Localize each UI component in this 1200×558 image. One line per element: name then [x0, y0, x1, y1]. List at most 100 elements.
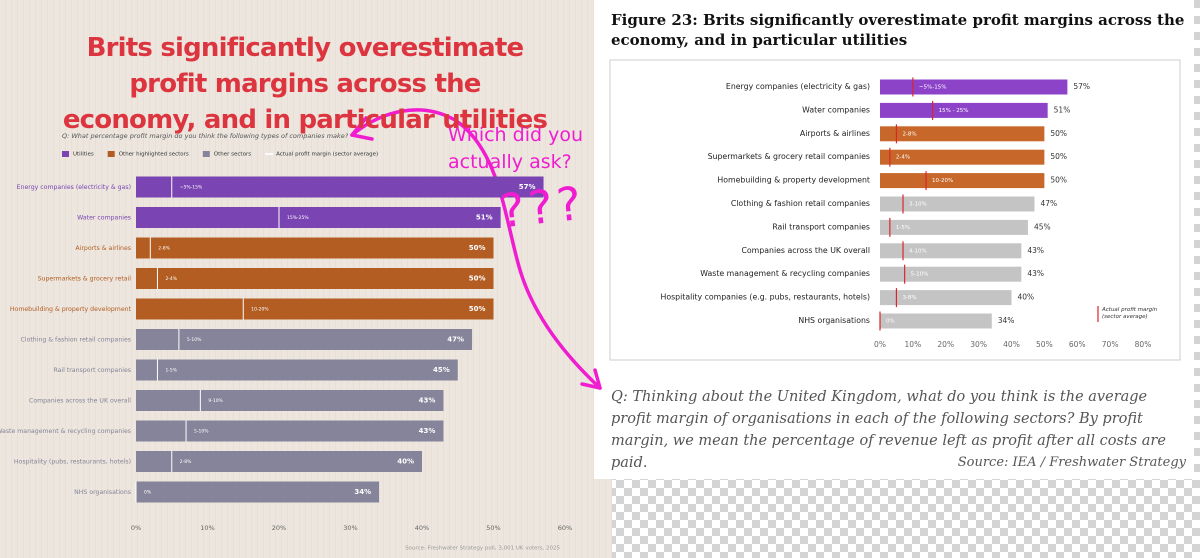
x-tick-label: 20% [937, 340, 954, 349]
x-tick-label: 10% [905, 340, 922, 349]
bar [880, 149, 1045, 165]
range-label: 9-10% [208, 398, 223, 404]
legend-label: Other highlighted sectors [119, 152, 189, 158]
legend-swatch [265, 153, 274, 155]
value-label: 51% [1054, 105, 1071, 114]
x-tick-label: 0% [131, 524, 141, 532]
bar [880, 79, 1068, 95]
category-label: Rail transport companies [772, 222, 870, 231]
value-label: 43% [419, 397, 436, 405]
x-tick-label: 0% [874, 340, 886, 349]
bar [880, 313, 992, 329]
category-label: Clothing & fashion retail companies [731, 199, 870, 208]
x-tick-label: 60% [558, 524, 572, 532]
legend-swatch [202, 151, 210, 157]
value-label: 50% [1050, 152, 1067, 161]
range-label: 3-8% [902, 295, 916, 301]
source: Source: IEA / Freshwater Strategy [957, 455, 1186, 470]
question: Q: Thinking about the United Kingdom, wh… [611, 389, 1166, 471]
category-label: Airports & airlines [800, 129, 870, 138]
category-label: NHS organisations [74, 489, 131, 496]
value-label: 43% [1027, 246, 1044, 255]
x-tick-label: 50% [1036, 340, 1053, 349]
x-tick-label: 30% [343, 524, 357, 532]
chart-title: Brits significantly overestimate profit … [62, 33, 548, 135]
category-label: Supermarkets & grocery retail [38, 276, 132, 283]
range-label: 5-10% [187, 337, 202, 343]
range-label: 5-10% [194, 429, 209, 435]
bar [880, 102, 1048, 118]
chart-title: Figure 23: Brits significantly overestim… [611, 11, 1185, 49]
range-label: 4-10% [909, 248, 927, 254]
x-tick-label: 50% [486, 524, 500, 532]
range-label: 15%-25% [287, 215, 309, 221]
annotation: ??? [497, 175, 588, 239]
range-label: 2-4% [896, 155, 910, 161]
bar [136, 237, 494, 259]
value-label: 50% [469, 305, 486, 313]
legend-swatch [107, 151, 115, 157]
category-label: Waste management & recycling companies [700, 269, 870, 278]
range-label: 0% [144, 490, 152, 496]
value-label: 40% [397, 458, 414, 466]
value-label: 45% [1034, 222, 1051, 231]
range-label: 1-5% [165, 368, 177, 374]
bar [880, 173, 1045, 189]
bar [136, 420, 444, 442]
arrow [350, 108, 602, 390]
range-label: 10-20% [251, 307, 269, 313]
bar [136, 481, 380, 503]
x-tick-label: 30% [970, 340, 987, 349]
bar [136, 176, 544, 198]
arrow-head [350, 116, 602, 390]
category-label: Hospitality companies (e.g. pubs, restau… [660, 293, 870, 302]
x-tick-label: 60% [1069, 340, 1086, 349]
x-tick-label: 40% [1003, 340, 1020, 349]
legend-label: Actual profit margin (sector average) [1102, 307, 1158, 320]
bar [136, 451, 422, 472]
bar [136, 359, 458, 381]
range-label: ~5%-15% [919, 85, 947, 91]
chart-frame [609, 59, 1181, 361]
category-label: Energy companies (electricity & gas) [726, 82, 870, 91]
subtitle: Q: What percentage profit margin do you … [62, 132, 349, 140]
x-tick-label: 10% [200, 524, 214, 532]
bar [880, 243, 1022, 259]
category-label: Homebuilding & property development [10, 306, 132, 313]
range-label: 1-5% [896, 225, 910, 231]
category-label: Companies across the UK overall [741, 246, 870, 255]
range-label: 3-10% [909, 202, 927, 208]
category-label: Hospitality (pubs, restaurants, hotels) [14, 459, 131, 466]
category-label: Clothing & fashion retail companies [21, 337, 131, 344]
legend-label: Other sectors [214, 152, 251, 158]
range-label: 2-8% [902, 131, 916, 137]
value-label: 43% [1027, 269, 1044, 278]
range-label: 10-20% [932, 178, 953, 184]
bar [880, 126, 1045, 142]
value-label: 34% [354, 488, 371, 496]
x-tick-label: 40% [415, 524, 429, 532]
range-label: 2-4% [165, 276, 177, 282]
annotation: Which did you actually ask? [448, 124, 583, 173]
bar [136, 329, 473, 350]
value-label: 51% [476, 214, 493, 222]
bar [880, 266, 1022, 282]
range-label: 2-8% [158, 246, 170, 252]
value-label: 34% [998, 316, 1015, 325]
value-label: 50% [1050, 176, 1067, 185]
category-label: Water companies [802, 105, 870, 114]
bar [136, 268, 494, 289]
category-label: Rail transport companies [53, 367, 131, 374]
category-label: Supermarkets & grocery retail companies [708, 152, 870, 161]
value-label: 50% [1050, 129, 1067, 138]
x-tick-label: 20% [272, 524, 286, 532]
value-label: 43% [419, 427, 436, 435]
legend-swatch [62, 151, 69, 157]
value-label: 57% [519, 183, 536, 191]
source: Source: Freshwater Strategy poll, 3,001 … [405, 546, 560, 552]
range-label: 0% [886, 319, 895, 325]
value-label: 40% [1018, 293, 1035, 302]
category-label: NHS organisations [798, 316, 870, 325]
